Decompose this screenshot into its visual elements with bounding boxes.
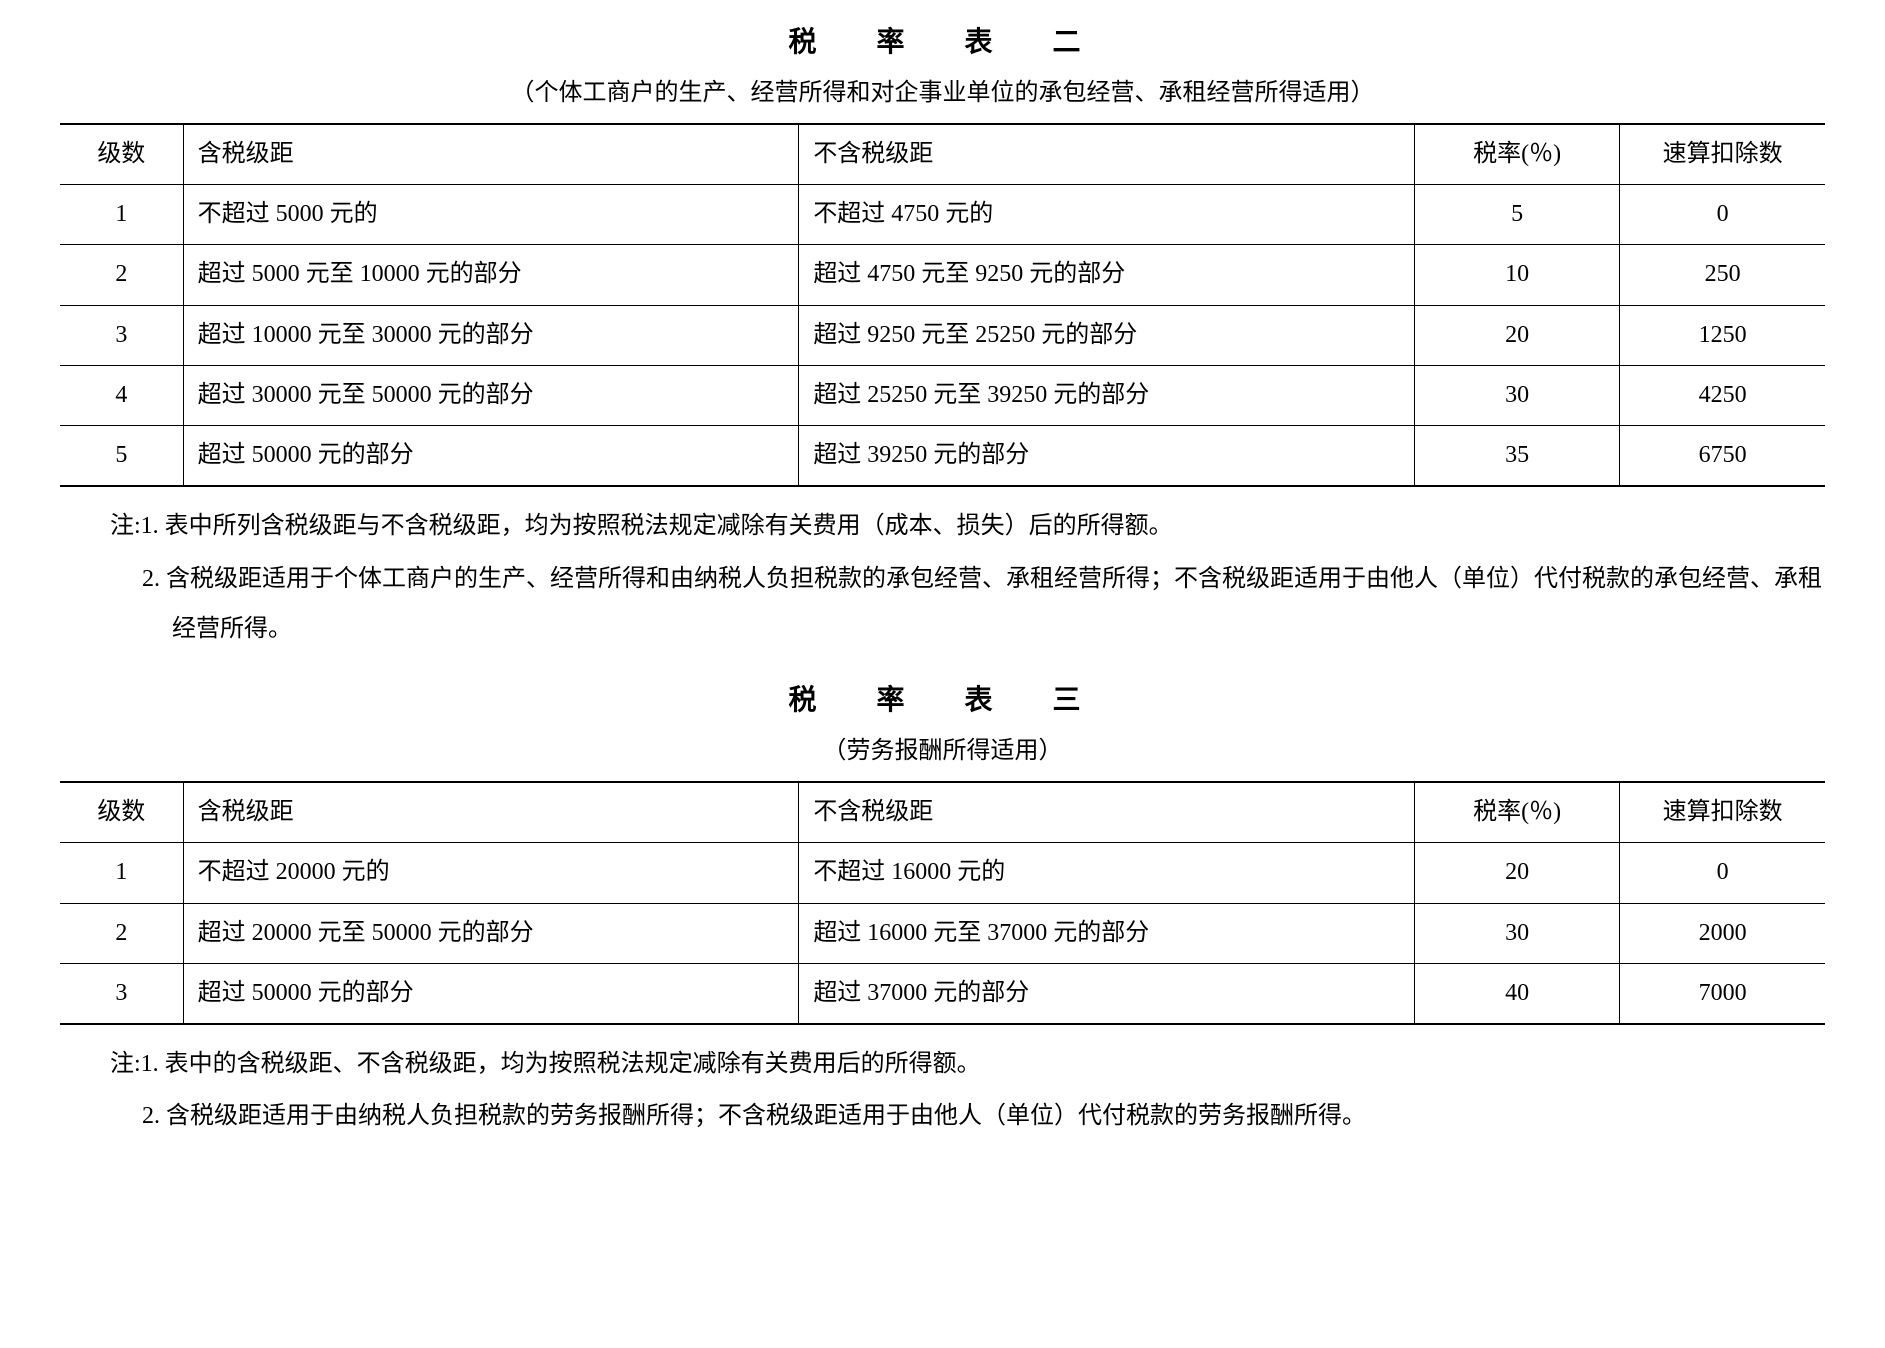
column-header: 含税级距 <box>183 124 799 185</box>
table-cell: 4 <box>60 365 183 425</box>
table-row: 5超过 50000 元的部分超过 39250 元的部分356750 <box>60 425 1825 486</box>
table-cell: 40 <box>1415 963 1620 1024</box>
column-header: 不含税级距 <box>799 124 1415 185</box>
table-row: 1不超过 5000 元的不超过 4750 元的50 <box>60 185 1825 245</box>
table-cell: 5 <box>60 425 183 486</box>
table-cell: 4250 <box>1620 365 1825 425</box>
table-cell: 35 <box>1415 425 1620 486</box>
column-header: 速算扣除数 <box>1620 782 1825 843</box>
column-header: 不含税级距 <box>799 782 1415 843</box>
table-cell: 20 <box>1415 305 1620 365</box>
table-title: 税 率 表 三 <box>60 678 1825 718</box>
table-cell: 2 <box>60 903 183 963</box>
note-line: 2. 含税级距适用于由纳税人负担税款的劳务报酬所得；不含税级距适用于由他人（单位… <box>110 1091 1825 1141</box>
table-cell: 不超过 16000 元的 <box>799 843 1415 903</box>
table-cell: 2 <box>60 245 183 305</box>
tax-rate-table: 级数含税级距不含税级距税率(％)速算扣除数1不超过 5000 元的不超过 475… <box>60 123 1825 487</box>
table-row: 2超过 5000 元至 10000 元的部分超过 4750 元至 9250 元的… <box>60 245 1825 305</box>
table-cell: 10 <box>1415 245 1620 305</box>
column-header: 速算扣除数 <box>1620 124 1825 185</box>
table-cell: 不超过 4750 元的 <box>799 185 1415 245</box>
table-cell: 超过 16000 元至 37000 元的部分 <box>799 903 1415 963</box>
table-cell: 3 <box>60 963 183 1024</box>
table-cell: 超过 25250 元至 39250 元的部分 <box>799 365 1415 425</box>
table-cell: 超过 9250 元至 25250 元的部分 <box>799 305 1415 365</box>
table-cell: 超过 50000 元的部分 <box>183 425 799 486</box>
table-row: 2超过 20000 元至 50000 元的部分超过 16000 元至 37000… <box>60 903 1825 963</box>
table-subtitle: （个体工商户的生产、经营所得和对企事业单位的承包经营、承租经营所得适用） <box>60 72 1825 107</box>
table-row: 3超过 10000 元至 30000 元的部分超过 9250 元至 25250 … <box>60 305 1825 365</box>
table-row: 4超过 30000 元至 50000 元的部分超过 25250 元至 39250… <box>60 365 1825 425</box>
table-cell: 7000 <box>1620 963 1825 1024</box>
table-cell: 250 <box>1620 245 1825 305</box>
table-cell: 30 <box>1415 365 1620 425</box>
table-notes: 注:1. 表中所列含税级距与不含税级距，均为按照税法规定减除有关费用（成本、损失… <box>60 501 1825 654</box>
note-line: 注:1. 表中所列含税级距与不含税级距，均为按照税法规定减除有关费用（成本、损失… <box>110 501 1825 551</box>
table-cell: 0 <box>1620 185 1825 245</box>
table-cell: 30 <box>1415 903 1620 963</box>
table-cell: 不超过 20000 元的 <box>183 843 799 903</box>
column-header: 含税级距 <box>183 782 799 843</box>
column-header: 级数 <box>60 782 183 843</box>
table-cell: 1250 <box>1620 305 1825 365</box>
table-cell: 1 <box>60 185 183 245</box>
table-cell: 0 <box>1620 843 1825 903</box>
column-header: 税率(％) <box>1415 782 1620 843</box>
table-cell: 超过 20000 元至 50000 元的部分 <box>183 903 799 963</box>
note-line: 注:1. 表中的含税级距、不含税级距，均为按照税法规定减除有关费用后的所得额。 <box>110 1039 1825 1089</box>
tax-rate-table: 级数含税级距不含税级距税率(％)速算扣除数1不超过 20000 元的不超过 16… <box>60 781 1825 1025</box>
table-cell: 2000 <box>1620 903 1825 963</box>
table-notes: 注:1. 表中的含税级距、不含税级距，均为按照税法规定减除有关费用后的所得额。2… <box>60 1039 1825 1142</box>
table-cell: 1 <box>60 843 183 903</box>
table-cell: 超过 5000 元至 10000 元的部分 <box>183 245 799 305</box>
note-line: 2. 含税级距适用于个体工商户的生产、经营所得和由纳税人负担税款的承包经营、承租… <box>110 554 1825 655</box>
table-cell: 超过 50000 元的部分 <box>183 963 799 1024</box>
table-subtitle: （劳务报酬所得适用） <box>60 730 1825 765</box>
table-title: 税 率 表 二 <box>60 20 1825 60</box>
table-row: 3超过 50000 元的部分超过 37000 元的部分407000 <box>60 963 1825 1024</box>
table-cell: 3 <box>60 305 183 365</box>
table-cell: 6750 <box>1620 425 1825 486</box>
table-cell: 超过 37000 元的部分 <box>799 963 1415 1024</box>
column-header: 级数 <box>60 124 183 185</box>
table-cell: 超过 10000 元至 30000 元的部分 <box>183 305 799 365</box>
tax-table-section-1: 税 率 表 二 （个体工商户的生产、经营所得和对企事业单位的承包经营、承租经营所得… <box>60 20 1825 654</box>
table-cell: 5 <box>1415 185 1620 245</box>
table-row: 1不超过 20000 元的不超过 16000 元的200 <box>60 843 1825 903</box>
column-header: 税率(％) <box>1415 124 1620 185</box>
table-cell: 20 <box>1415 843 1620 903</box>
table-cell: 超过 39250 元的部分 <box>799 425 1415 486</box>
tax-table-section-2: 税 率 表 三（劳务报酬所得适用）级数含税级距不含税级距税率(％)速算扣除数1不… <box>60 678 1825 1142</box>
table-cell: 超过 4750 元至 9250 元的部分 <box>799 245 1415 305</box>
table-cell: 超过 30000 元至 50000 元的部分 <box>183 365 799 425</box>
table-cell: 不超过 5000 元的 <box>183 185 799 245</box>
